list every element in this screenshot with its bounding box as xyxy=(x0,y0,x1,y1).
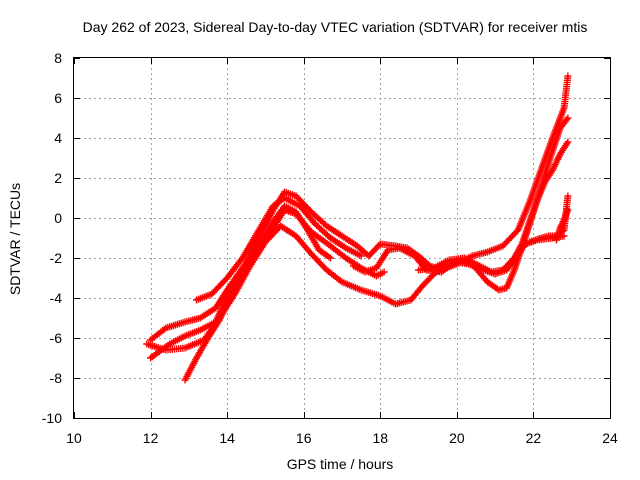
x-tick-labels: 10 12 14 16 18 20 22 24 xyxy=(66,430,618,446)
data-point xyxy=(564,138,572,146)
x-tick-label: 24 xyxy=(602,430,618,446)
plot-frame xyxy=(73,57,611,419)
y-tick-label: -8 xyxy=(50,370,63,386)
x-tick-label: 12 xyxy=(143,430,159,446)
x-axis-title: GPS time / hours xyxy=(287,456,394,472)
data-point xyxy=(557,222,565,230)
x-tick-label: 14 xyxy=(219,430,235,446)
axis-ticks xyxy=(74,58,611,419)
x-tick-label: 18 xyxy=(372,430,388,446)
y-tick-label: -2 xyxy=(50,250,63,266)
data-point xyxy=(357,252,365,260)
series-track-9 xyxy=(552,206,572,244)
y-tick-labels: -10 -8 -6 -4 -2 0 2 4 6 8 xyxy=(42,50,62,426)
data-point xyxy=(558,221,566,229)
x-tick-label: 20 xyxy=(449,430,465,446)
series-track-5 xyxy=(193,194,365,304)
x-tick-label: 22 xyxy=(526,430,542,446)
data-point xyxy=(564,192,572,200)
chart-title: Day 262 of 2023, Sidereal Day-to-day VTE… xyxy=(83,19,588,35)
data-point xyxy=(564,114,572,122)
series-track-7 xyxy=(415,138,572,276)
x-tick-label: 10 xyxy=(66,430,82,446)
data-point xyxy=(560,232,568,240)
data-point xyxy=(564,206,572,214)
y-tick-label: -10 xyxy=(42,410,62,426)
data-point xyxy=(559,218,567,226)
x-tick-label: 16 xyxy=(296,430,312,446)
y-tick-label: 0 xyxy=(54,210,62,226)
data-point xyxy=(380,268,388,276)
data-point xyxy=(375,242,383,249)
data-point xyxy=(564,72,572,80)
data-point xyxy=(327,254,335,262)
series-track-4 xyxy=(181,202,335,384)
y-tick-label: 2 xyxy=(54,170,62,186)
y-tick-label: 4 xyxy=(54,130,62,146)
data-point xyxy=(556,224,564,232)
series-track-3 xyxy=(147,72,572,362)
y-axis-title: SDTVAR / TECUs xyxy=(7,183,23,295)
data-point xyxy=(559,219,567,227)
y-tick-label: 8 xyxy=(54,50,62,66)
y-tick-label: 6 xyxy=(54,90,62,106)
data-points xyxy=(143,72,572,384)
y-tick-label: -6 xyxy=(50,330,63,346)
y-tick-label: -4 xyxy=(50,290,63,306)
